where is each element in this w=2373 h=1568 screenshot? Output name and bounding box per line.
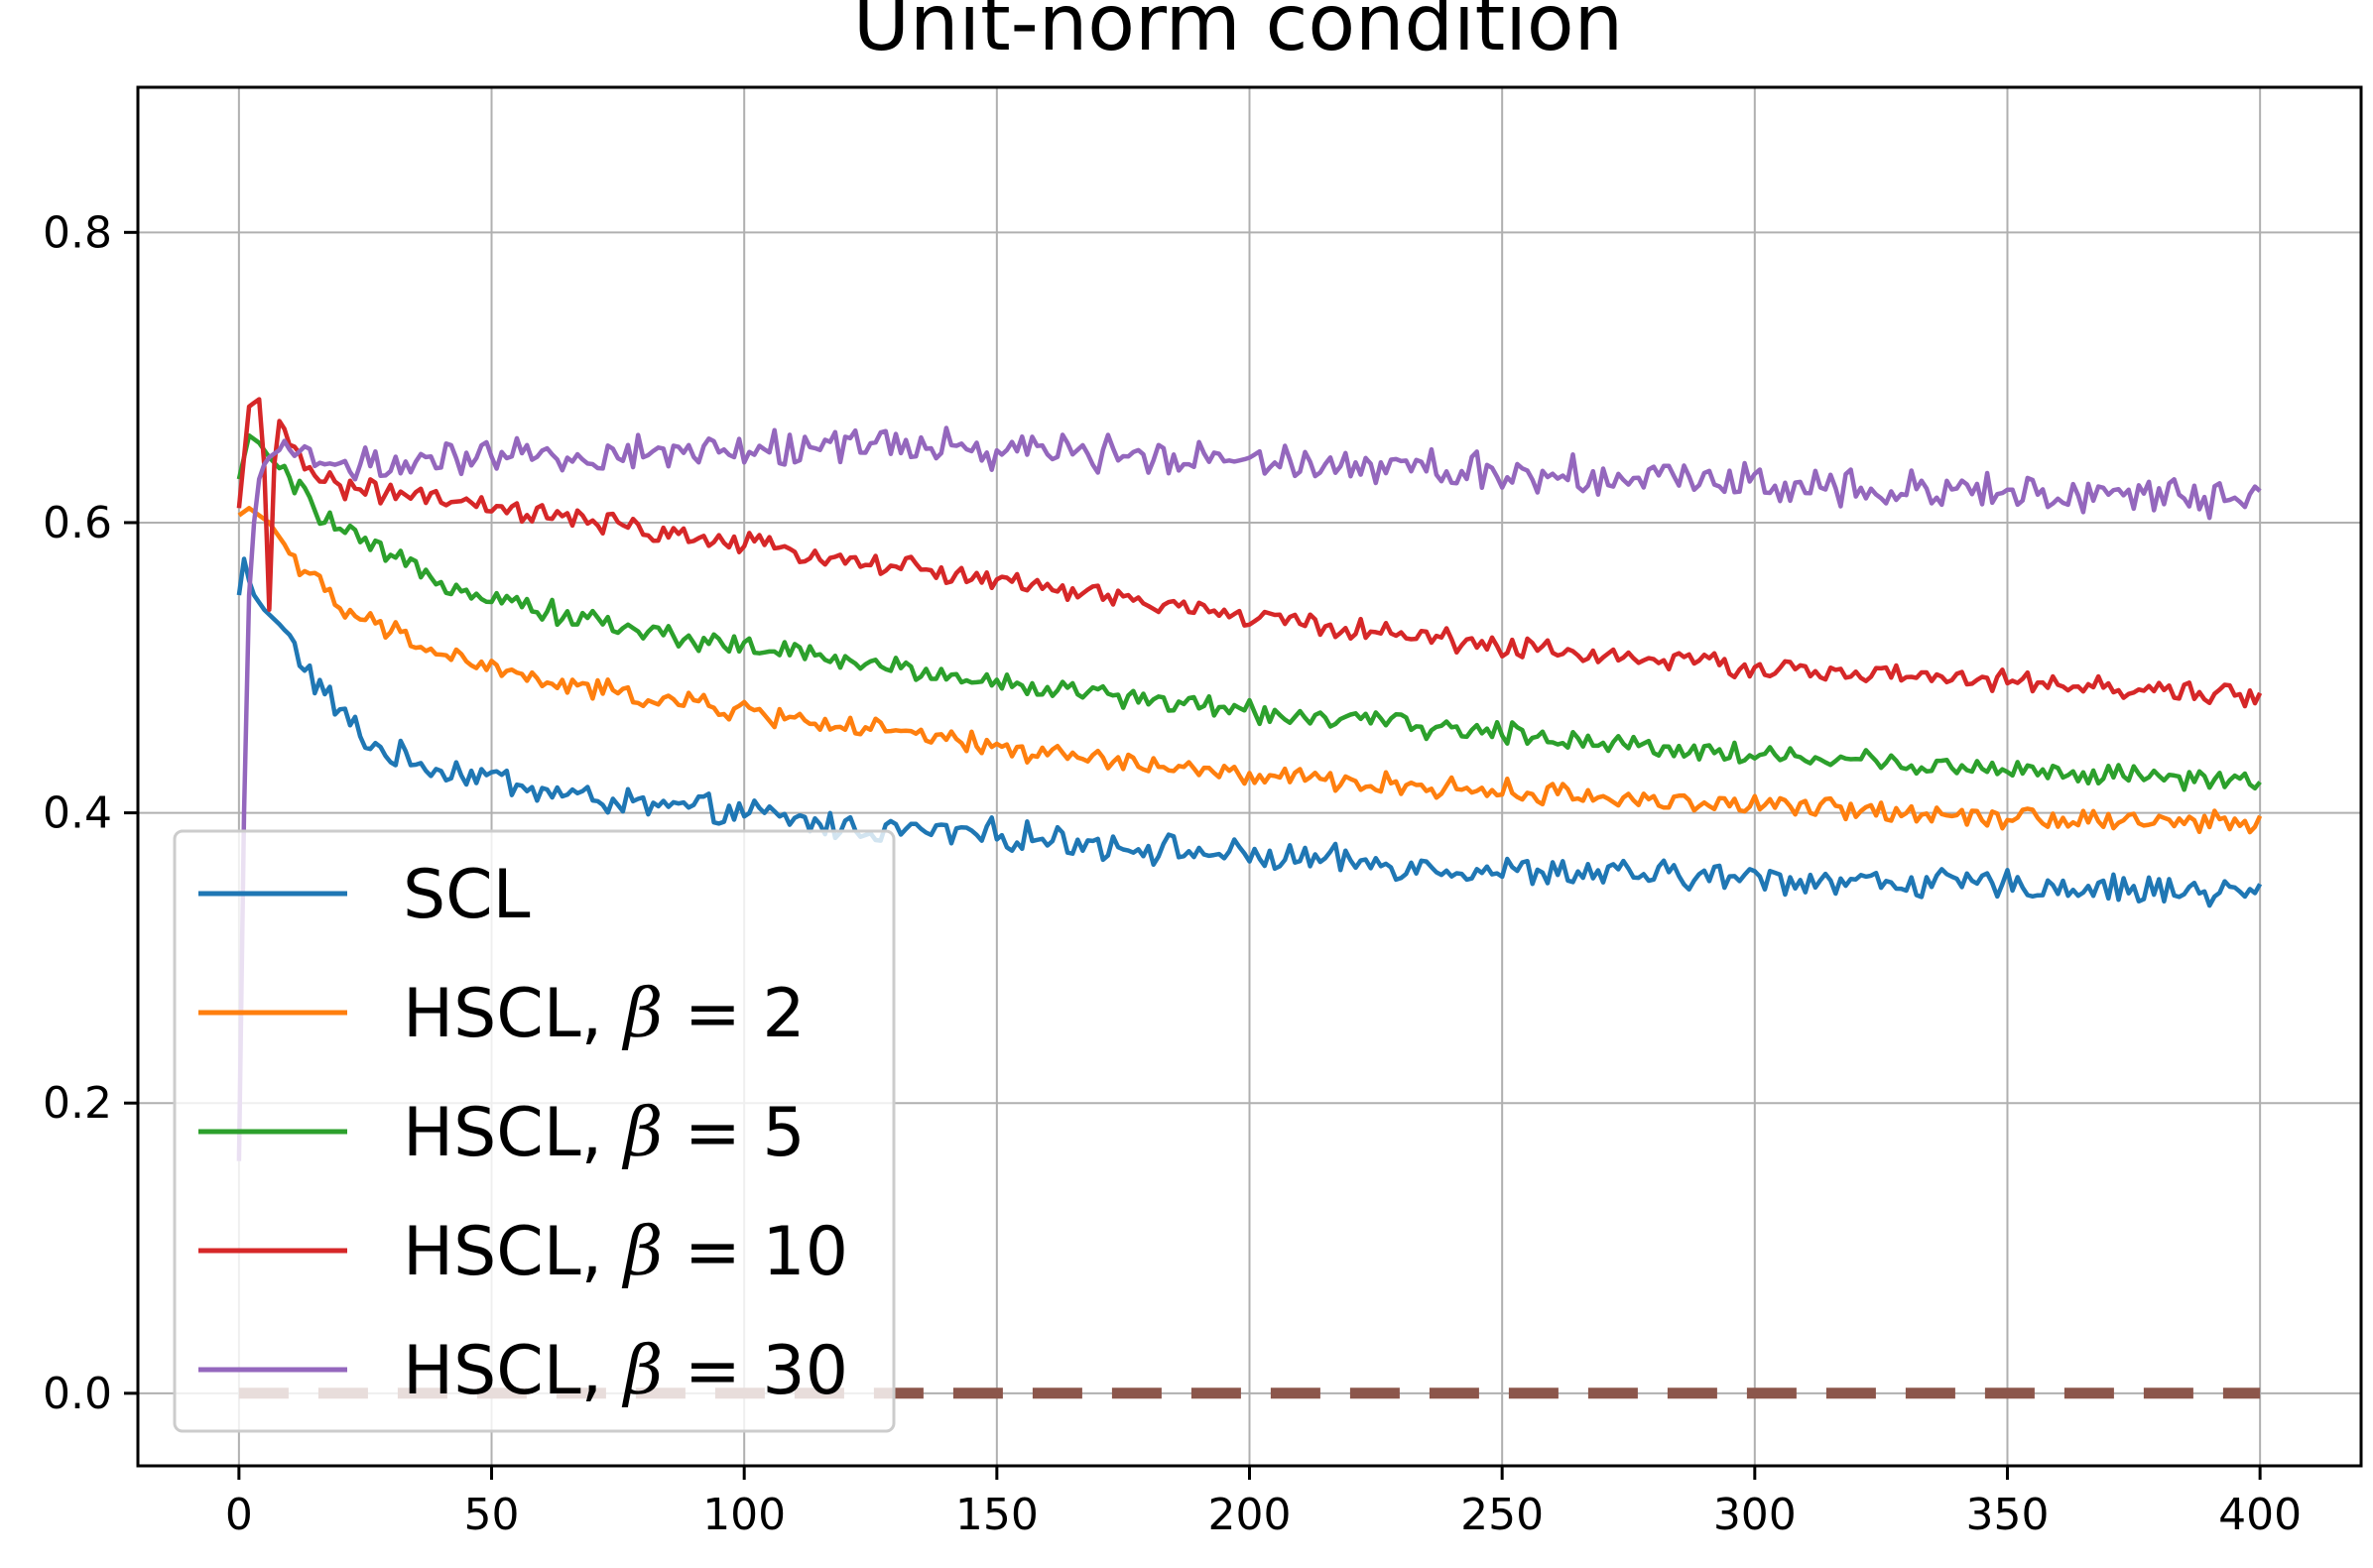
- x-tick-label: 350: [1965, 1490, 2049, 1540]
- x-tick-label: 250: [1460, 1490, 1544, 1540]
- series-line: [236, 397, 2263, 709]
- legend-label: SCL: [403, 856, 531, 934]
- x-tick-label: 100: [702, 1490, 786, 1540]
- y-tick-label: 0.6: [43, 498, 112, 548]
- x-tick-label: 150: [955, 1490, 1039, 1540]
- series-line: [236, 556, 2263, 908]
- x-tick-label: 400: [2218, 1490, 2302, 1540]
- y-tick-label: 0.8: [43, 207, 112, 258]
- x-tick-label: 50: [464, 1490, 520, 1540]
- x-tick-label: 300: [1713, 1490, 1797, 1540]
- series-layer: [236, 397, 2263, 1399]
- legend-label: HSCL, β = 5: [403, 1094, 806, 1172]
- legend-label: HSCL, β = 10: [403, 1213, 848, 1291]
- y-tick-label: 0.4: [43, 788, 112, 839]
- y-tick-label: 0.0: [43, 1369, 112, 1419]
- chart-title: Unit-norm condition: [853, 0, 1623, 68]
- axis-ticks: 0 50 100 150 200 250 300 350 400 0.0 0.2 0.4 0.6 0.8: [43, 207, 2302, 1540]
- legend-box: [173, 829, 896, 1433]
- legend-label: HSCL, β = 2: [403, 975, 806, 1053]
- y-tick-label: 0.2: [43, 1078, 112, 1129]
- x-tick-label: 0: [225, 1490, 253, 1540]
- legend: SCL HSCL, β = 2 HSCL, β = 5 HSCL, β = 10 HSC…: [173, 829, 896, 1433]
- series-line: [237, 506, 2263, 835]
- x-tick-label: 200: [1208, 1490, 1292, 1540]
- legend-label: HSCL, β = 30: [403, 1332, 848, 1410]
- series-line: [236, 432, 2262, 792]
- series-line: [236, 425, 2262, 1161]
